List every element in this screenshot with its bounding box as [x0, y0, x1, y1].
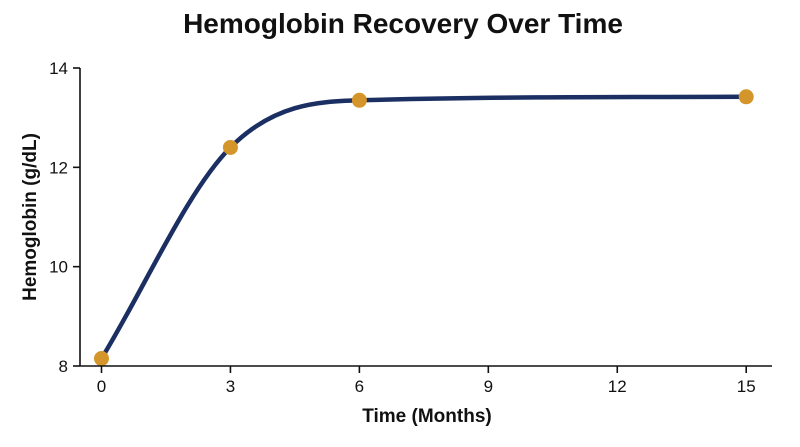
plot-area: [93, 89, 754, 367]
x-tick-label: 3: [226, 377, 235, 396]
data-point: [93, 351, 109, 367]
x-axis-ticks: 0 3 6 9 12 15: [97, 366, 756, 396]
x-tick-label: 6: [355, 377, 364, 396]
x-tick-label: 9: [484, 377, 493, 396]
x-axis-label: Time (Months): [362, 406, 491, 427]
chart-title: Hemoglobin Recovery Over Time: [183, 8, 623, 39]
data-point: [351, 92, 367, 108]
y-tick-label: 8: [59, 357, 68, 376]
data-point: [222, 139, 238, 155]
x-tick-label: 12: [608, 377, 627, 396]
x-tick-label: 0: [97, 377, 106, 396]
data-point: [738, 89, 754, 105]
y-axis-label: Hemoglobin (g/dL): [20, 133, 41, 301]
series-line: [99, 94, 749, 361]
y-tick-label: 14: [49, 59, 68, 78]
y-tick-label: 10: [49, 258, 68, 277]
x-tick-label: 15: [737, 377, 756, 396]
y-axis-ticks: 8 10 12 14: [49, 59, 80, 376]
y-tick-label: 12: [49, 158, 68, 177]
